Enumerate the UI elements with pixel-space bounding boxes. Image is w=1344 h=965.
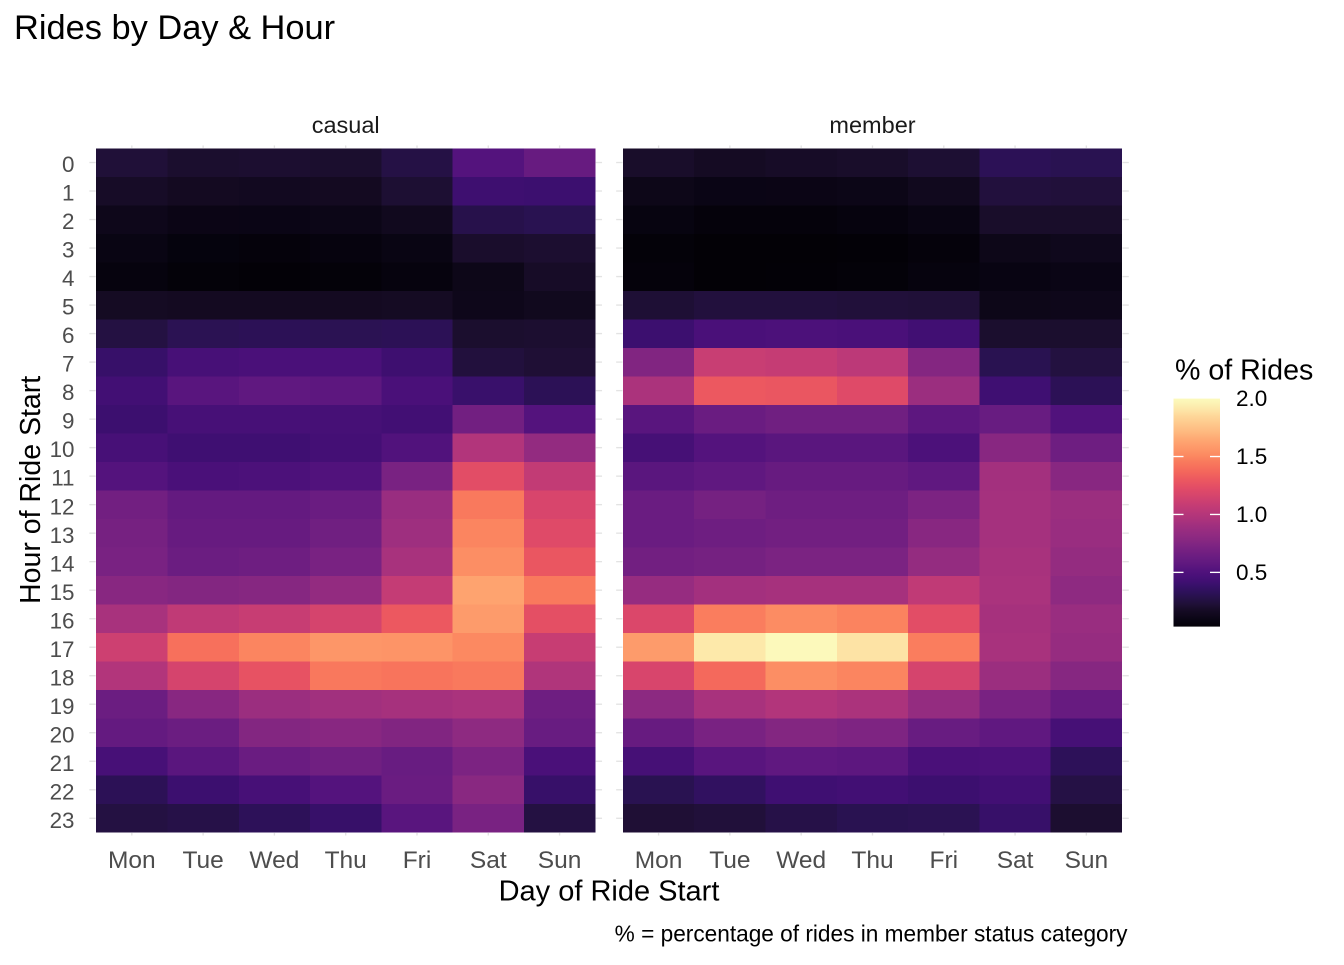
svg-text:Wed: Wed — [776, 847, 826, 874]
svg-text:Sat: Sat — [470, 847, 507, 874]
svg-text:0: 0 — [62, 152, 74, 177]
svg-text:17: 17 — [50, 637, 75, 662]
svg-text:Hour of Ride Start: Hour of Ride Start — [15, 376, 47, 604]
svg-text:5: 5 — [62, 295, 74, 320]
svg-text:% of Rides: % of Rides — [1175, 355, 1313, 387]
svg-text:13: 13 — [50, 523, 75, 548]
svg-text:22: 22 — [50, 779, 75, 804]
svg-text:10: 10 — [50, 437, 75, 462]
svg-text:Mon: Mon — [108, 847, 156, 874]
svg-text:2: 2 — [62, 209, 74, 234]
svg-text:member: member — [829, 112, 915, 138]
svg-text:12: 12 — [50, 494, 75, 519]
svg-text:Thu: Thu — [851, 847, 893, 874]
svg-text:Thu: Thu — [325, 847, 367, 874]
svg-text:1.0: 1.0 — [1236, 502, 1267, 527]
svg-text:Sun: Sun — [538, 847, 582, 874]
svg-text:15: 15 — [50, 580, 75, 605]
svg-text:% = percentage of rides in mem: % = percentage of rides in member status… — [615, 920, 1128, 946]
svg-text:0.5: 0.5 — [1236, 560, 1267, 585]
svg-text:Wed: Wed — [249, 847, 299, 874]
svg-text:1: 1 — [62, 181, 74, 206]
svg-text:7: 7 — [62, 352, 74, 377]
svg-text:11: 11 — [51, 466, 74, 491]
svg-text:16: 16 — [50, 608, 75, 633]
svg-text:Sat: Sat — [997, 847, 1034, 874]
svg-text:9: 9 — [62, 409, 74, 434]
svg-text:Tue: Tue — [709, 847, 750, 874]
svg-text:3: 3 — [62, 238, 74, 263]
svg-text:20: 20 — [50, 722, 75, 747]
svg-text:Day of Ride Start: Day of Ride Start — [499, 876, 720, 908]
svg-text:Rides by Day & Hour: Rides by Day & Hour — [14, 9, 335, 47]
svg-text:1.5: 1.5 — [1236, 444, 1267, 469]
svg-text:casual: casual — [312, 112, 380, 138]
svg-text:Fri: Fri — [403, 847, 432, 874]
svg-text:23: 23 — [50, 808, 75, 833]
svg-text:Tue: Tue — [182, 847, 223, 874]
svg-text:19: 19 — [50, 694, 75, 719]
svg-text:Sun: Sun — [1065, 847, 1109, 874]
svg-text:Mon: Mon — [635, 847, 683, 874]
svg-text:4: 4 — [62, 266, 74, 291]
svg-text:18: 18 — [50, 665, 75, 690]
svg-text:8: 8 — [62, 380, 74, 405]
svg-text:14: 14 — [50, 551, 75, 576]
svg-text:6: 6 — [62, 323, 74, 348]
svg-text:Fri: Fri — [930, 847, 959, 874]
svg-text:21: 21 — [50, 751, 75, 776]
svg-text:2.0: 2.0 — [1236, 386, 1267, 411]
